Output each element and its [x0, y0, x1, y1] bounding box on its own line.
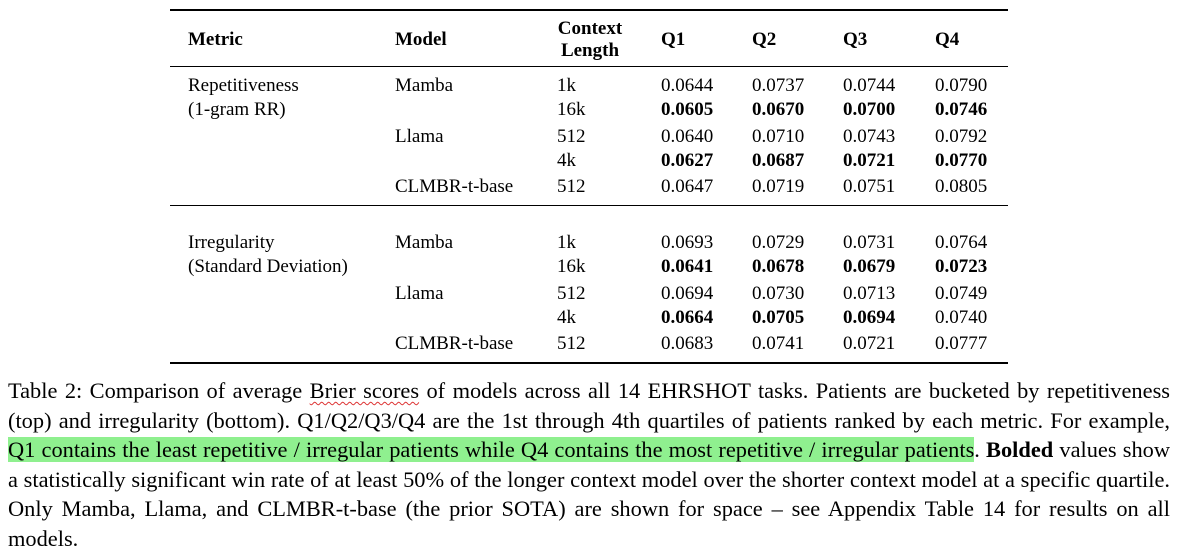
caption: Table 2: Comparison of average Brier sco… — [8, 376, 1170, 554]
score: 0.0693 — [661, 232, 714, 253]
score: 0.0770 — [935, 149, 988, 171]
model-name: Llama — [395, 282, 444, 304]
score: 0.0777 — [935, 333, 988, 354]
score: 0.0683 — [661, 333, 714, 354]
score: 0.0713 — [843, 282, 896, 304]
column-header: Q4 — [935, 29, 960, 50]
score: 0.0627 — [661, 149, 714, 171]
context-length: 512 — [557, 333, 586, 354]
score: 0.0640 — [661, 125, 714, 147]
score: 0.0687 — [752, 149, 805, 171]
metric-label: (1-gram RR) — [188, 99, 286, 120]
context-length: 512 — [557, 282, 586, 304]
caption-segment: Table 2: Comparison of average — [8, 378, 310, 403]
model-name: Llama — [395, 125, 444, 147]
metric-label: Irregularity — [188, 232, 275, 253]
caption-segment: values show a statistically significant … — [8, 437, 1170, 551]
score: 0.0744 — [843, 75, 896, 96]
metric-label: (Standard Deviation) — [188, 256, 348, 277]
score: 0.0751 — [843, 176, 896, 197]
column-header: Context Length — [557, 18, 623, 61]
caption-segment: of models across all 14 EHRSHOT tasks. P… — [8, 378, 1170, 433]
score: 0.0670 — [752, 99, 805, 120]
context-length: 4k — [557, 149, 576, 171]
score: 0.0723 — [935, 256, 988, 277]
table-rule — [170, 205, 1008, 206]
score: 0.0805 — [935, 176, 988, 197]
caption-segment: Bolded — [986, 437, 1054, 463]
score: 0.0644 — [661, 75, 714, 96]
column-header: Q3 — [843, 29, 868, 50]
model-name: Mamba — [395, 232, 454, 253]
column-header: Q2 — [752, 29, 777, 50]
context-length: 512 — [557, 125, 586, 147]
score: 0.0678 — [752, 256, 805, 277]
table-rule — [170, 362, 1008, 364]
model-name: CLMBR-t-base — [395, 176, 514, 197]
column-header: Metric — [188, 29, 243, 50]
score: 0.0664 — [661, 306, 714, 328]
score: 0.0737 — [752, 75, 805, 96]
score: 0.0731 — [843, 232, 896, 253]
column-header: Q1 — [661, 29, 686, 50]
table-rule — [170, 9, 1008, 11]
score: 0.0700 — [843, 99, 896, 120]
caption-segment: Q1 contains the least repetitive / irreg… — [8, 437, 975, 463]
score: 0.0741 — [752, 333, 805, 354]
score: 0.0743 — [843, 125, 896, 147]
column-header: Model — [395, 29, 447, 50]
score: 0.0679 — [843, 256, 896, 277]
score: 0.0705 — [752, 306, 805, 328]
score: 0.0710 — [752, 125, 805, 147]
score: 0.0719 — [752, 176, 805, 197]
metric-label: Repetitiveness — [188, 75, 299, 96]
score: 0.0749 — [935, 282, 988, 304]
score: 0.0790 — [935, 75, 988, 96]
score: 0.0641 — [661, 256, 714, 277]
table-rule — [170, 66, 1008, 67]
context-length: 16k — [557, 99, 586, 120]
context-length: 16k — [557, 256, 586, 277]
context-length: 4k — [557, 306, 576, 328]
score: 0.0746 — [935, 99, 988, 120]
score: 0.0647 — [661, 176, 714, 197]
score: 0.0694 — [661, 282, 714, 304]
context-length: 1k — [557, 232, 576, 253]
score: 0.0764 — [935, 232, 988, 253]
model-name: Mamba — [395, 75, 454, 96]
caption-segment: . — [974, 437, 987, 463]
score: 0.0740 — [935, 306, 988, 328]
score: 0.0605 — [661, 99, 714, 120]
score: 0.0792 — [935, 125, 988, 147]
score: 0.0721 — [843, 149, 896, 171]
context-length: 1k — [557, 75, 576, 96]
context-length: 512 — [557, 176, 586, 197]
score: 0.0721 — [843, 333, 896, 354]
score: 0.0694 — [843, 306, 896, 328]
caption-segment: Brier scores — [309, 378, 420, 403]
score: 0.0729 — [752, 232, 805, 253]
score: 0.0730 — [752, 282, 805, 304]
model-name: CLMBR-t-base — [395, 333, 514, 354]
